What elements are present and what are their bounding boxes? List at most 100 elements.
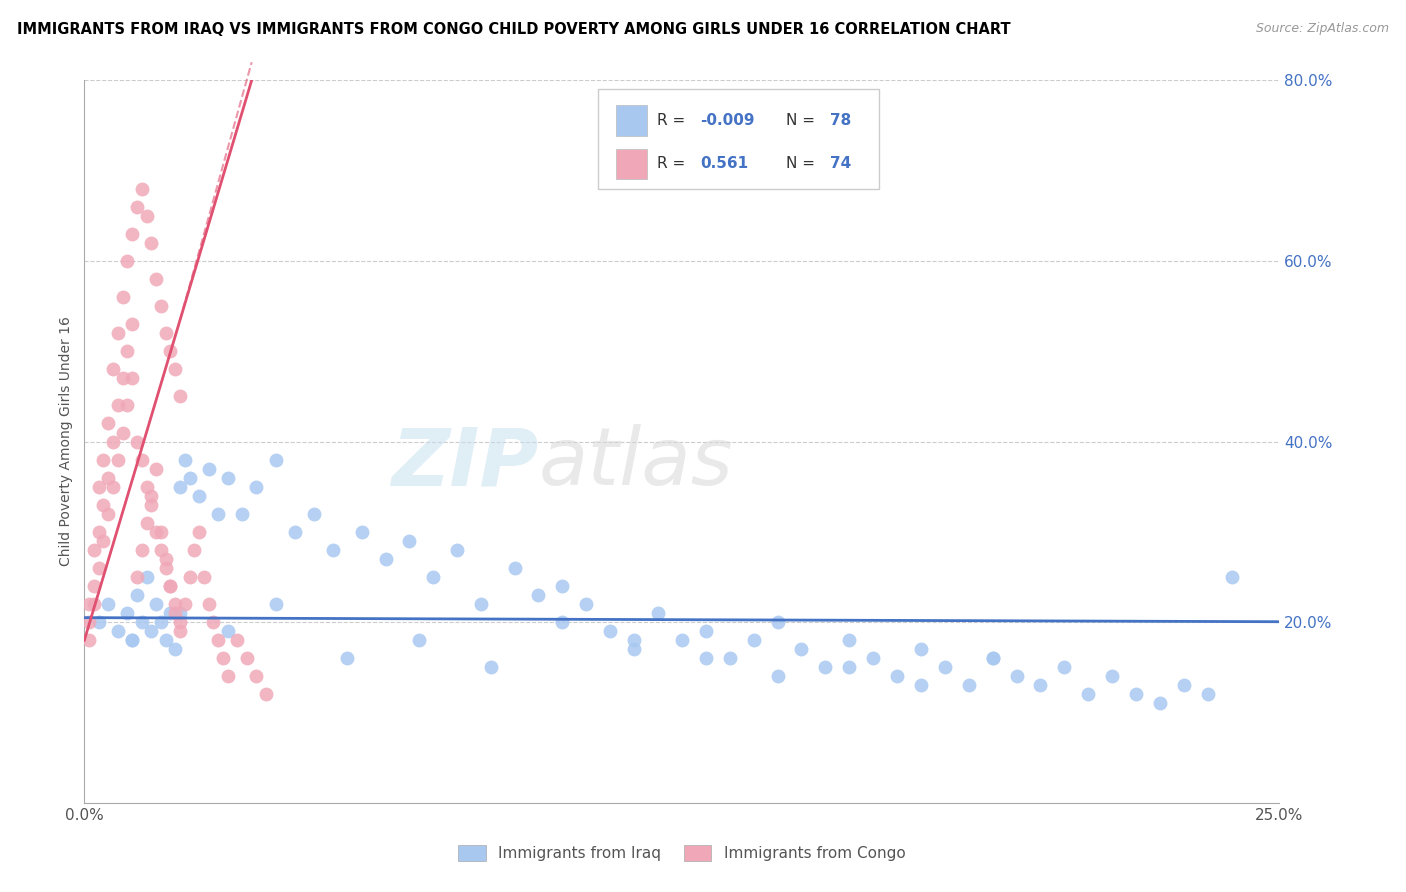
Point [838, 660, 860, 674]
Point [957, 678, 980, 692]
Point [145, 272, 167, 286]
Text: 74: 74 [830, 156, 852, 171]
Point [141, 235, 163, 250]
Point [77, 615, 100, 630]
Point [910, 642, 932, 657]
Point [93, 498, 115, 512]
Point [197, 597, 219, 611]
Point [599, 624, 621, 639]
Point [527, 588, 550, 602]
Point [149, 542, 172, 557]
Point [470, 597, 492, 611]
Point [155, 326, 177, 340]
Point [551, 579, 574, 593]
Point [981, 651, 1004, 665]
Legend: Immigrants from Iraq, Immigrants from Congo: Immigrants from Iraq, Immigrants from Co… [453, 839, 911, 867]
Point [173, 597, 195, 611]
Point [101, 480, 124, 494]
Text: N =: N = [786, 156, 820, 171]
Point [179, 570, 201, 584]
Text: IMMIGRANTS FROM IRAQ VS IMMIGRANTS FROM CONGO CHILD POVERTY AMONG GIRLS UNDER 16: IMMIGRANTS FROM IRAQ VS IMMIGRANTS FROM … [17, 22, 1011, 37]
Point [125, 200, 148, 214]
Point [83, 542, 105, 557]
Point [111, 371, 134, 385]
Point [107, 326, 129, 340]
Point [159, 579, 181, 593]
Point [87, 615, 110, 630]
Point [145, 597, 167, 611]
Point [1101, 669, 1123, 683]
Point [236, 651, 259, 665]
Point [135, 209, 157, 223]
Point [479, 660, 502, 674]
Point [121, 317, 143, 331]
Point [551, 615, 574, 630]
Point [1029, 678, 1052, 692]
Point [1173, 678, 1195, 692]
Point [125, 570, 148, 584]
Point [245, 669, 267, 683]
Point [183, 542, 205, 557]
Point [159, 344, 181, 359]
Point [97, 597, 120, 611]
Point [165, 606, 187, 620]
Point [101, 434, 124, 449]
Point [179, 471, 201, 485]
Point [322, 542, 344, 557]
Point [718, 651, 741, 665]
Point [93, 533, 115, 548]
Point [155, 633, 177, 648]
Point [111, 290, 134, 304]
Point [766, 669, 789, 683]
Point [97, 471, 120, 485]
Point [165, 642, 187, 657]
Point [647, 606, 669, 620]
Point [131, 182, 153, 196]
Point [446, 542, 468, 557]
Point [790, 642, 813, 657]
Point [155, 552, 177, 566]
Point [169, 480, 191, 494]
Point [97, 507, 120, 521]
Point [121, 227, 143, 241]
Text: R =: R = [657, 113, 690, 128]
Point [838, 633, 860, 648]
Point [101, 362, 124, 376]
Point [207, 633, 229, 648]
Point [117, 344, 139, 359]
Point [141, 624, 163, 639]
Text: R =: R = [657, 156, 690, 171]
Point [202, 615, 225, 630]
Point [145, 461, 167, 475]
Point [149, 299, 172, 313]
Point [245, 480, 267, 494]
Point [165, 597, 187, 611]
Point [141, 498, 163, 512]
Point [350, 524, 373, 539]
Text: 78: 78 [830, 113, 852, 128]
Point [173, 452, 195, 467]
Point [671, 633, 693, 648]
Point [77, 597, 100, 611]
Point [165, 362, 187, 376]
Text: atlas: atlas [538, 425, 734, 502]
Point [1149, 697, 1171, 711]
Point [862, 651, 884, 665]
Point [125, 588, 148, 602]
Point [188, 524, 211, 539]
Point [107, 624, 129, 639]
Text: -0.009: -0.009 [700, 113, 755, 128]
Point [107, 398, 129, 412]
Point [125, 434, 148, 449]
Point [131, 615, 153, 630]
Point [1005, 669, 1028, 683]
FancyBboxPatch shape [616, 105, 647, 136]
Point [149, 615, 172, 630]
Point [264, 452, 287, 467]
Point [83, 597, 105, 611]
Point [695, 624, 717, 639]
Point [766, 615, 789, 630]
Point [336, 651, 359, 665]
Point [149, 524, 172, 539]
Point [1125, 687, 1147, 701]
